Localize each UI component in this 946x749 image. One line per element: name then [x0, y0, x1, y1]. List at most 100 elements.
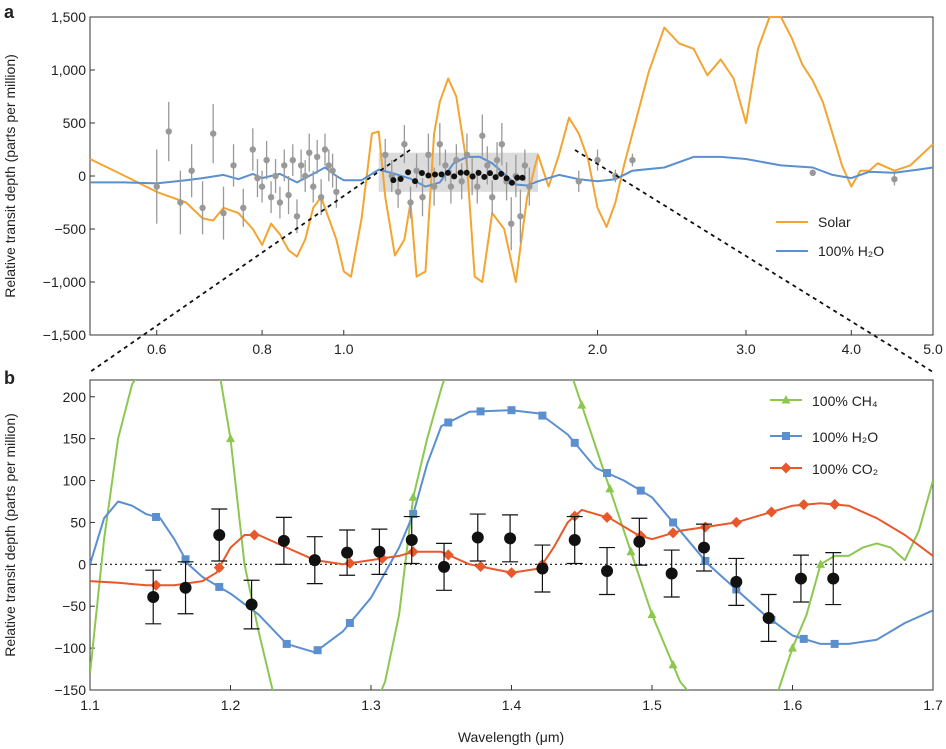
black-point — [487, 170, 494, 177]
b-ytick-label: 50 — [70, 514, 86, 530]
grey-point — [463, 151, 471, 158]
panel-label-b: b — [4, 368, 15, 388]
h2o-marker — [830, 639, 839, 648]
ch4-marker — [816, 559, 826, 568]
grey-point — [285, 191, 292, 199]
grey-point — [289, 156, 296, 164]
data-point — [308, 554, 321, 567]
a-ytick-label: 0 — [78, 168, 86, 184]
co2-marker — [730, 516, 742, 528]
data-point — [504, 532, 517, 545]
panel-b-points — [145, 508, 842, 643]
a-xtick-label: 1.0 — [334, 341, 354, 357]
co2-marker — [442, 549, 454, 561]
grey-point — [430, 183, 438, 190]
grey-point — [474, 183, 481, 190]
grey-point — [425, 151, 432, 158]
data-point — [341, 546, 354, 559]
black-point — [418, 170, 425, 177]
grey-point — [321, 146, 329, 153]
b-xtick-label: 1.2 — [221, 697, 241, 713]
panel-b-markers — [150, 400, 841, 669]
h2o-marker — [799, 634, 808, 643]
grey-point — [276, 199, 284, 206]
data-point — [730, 575, 743, 588]
data-point — [601, 565, 614, 578]
co2-marker — [248, 529, 260, 541]
data-point — [405, 534, 418, 547]
panel-label-a: a — [4, 2, 15, 22]
black-point — [432, 171, 439, 178]
co2-marker — [699, 521, 711, 533]
b-xtick-label: 1.3 — [361, 697, 381, 713]
data-point — [827, 572, 840, 585]
grey-point — [333, 188, 340, 196]
black-point — [463, 169, 470, 176]
h2o-marker — [345, 618, 354, 627]
panel-a-ylabel: Relative transit depth (parts per millio… — [2, 54, 18, 298]
grey-point — [419, 194, 426, 201]
h2o-marker — [409, 510, 418, 519]
grey-point — [809, 169, 816, 177]
a-ytick-label: 500 — [63, 115, 87, 131]
legend-a-solar-label: Solar — [818, 214, 851, 230]
black-point — [481, 173, 488, 180]
h2o-marker — [701, 556, 710, 565]
h2o-marker — [282, 639, 291, 648]
a-xtick-label: 0.6 — [147, 341, 167, 357]
co2-marker — [213, 562, 225, 574]
data-point — [697, 541, 710, 554]
black-point — [469, 173, 476, 180]
grey-point — [267, 194, 275, 201]
a-ytick-label: −500 — [54, 221, 86, 237]
grey-point — [306, 149, 313, 156]
h2o-marker — [603, 469, 612, 477]
b-ytick-label: 200 — [63, 389, 87, 405]
a-ytick-label: −1,500 — [43, 327, 86, 343]
grey-point — [254, 174, 261, 182]
black-point — [475, 169, 482, 176]
grey-point — [498, 141, 506, 148]
panel-b-yticks: −150 −100 −50 0 50 100 150 200 — [54, 389, 95, 698]
ch4-marker — [647, 609, 657, 619]
grey-point — [891, 175, 898, 183]
black-point — [492, 174, 499, 181]
black-point — [390, 177, 397, 184]
b-xtick-label: 1.7 — [923, 697, 943, 713]
grey-point — [526, 183, 533, 190]
legend-b-h2o-swatch-marker — [782, 432, 790, 440]
h2o-marker — [313, 646, 322, 655]
grey-point — [199, 204, 206, 211]
ch4-marker — [577, 400, 587, 409]
h2o-marker — [444, 418, 453, 427]
co2-marker — [475, 561, 487, 573]
data-point — [471, 531, 484, 544]
co2-marker — [667, 527, 679, 539]
legend-b-ch4-swatch-marker — [781, 395, 791, 404]
grey-point — [258, 183, 266, 190]
grey-point — [489, 194, 496, 201]
h2o-marker — [476, 407, 485, 416]
data-point — [762, 611, 775, 624]
co2-marker — [150, 579, 162, 591]
b-ytick-label: −100 — [54, 640, 86, 656]
grey-point — [484, 162, 491, 169]
grey-point — [263, 156, 270, 164]
a-xtick-label: 5.0 — [923, 341, 943, 357]
data-point — [665, 567, 678, 580]
black-point — [412, 178, 419, 185]
data-point — [277, 534, 290, 547]
data-point — [438, 560, 451, 573]
data-point — [147, 591, 160, 603]
data-point — [633, 535, 646, 548]
panel-a-legend: Solar 100% H₂O — [776, 214, 884, 259]
zoom-line-right — [574, 149, 934, 373]
series-line-triangle — [90, 380, 933, 690]
a-xtick-label: 0.8 — [252, 341, 272, 357]
grey-point — [165, 128, 172, 135]
grey-point — [407, 199, 414, 206]
grey-point — [575, 178, 582, 185]
h2o-marker — [181, 555, 190, 564]
grey-point — [293, 213, 301, 220]
b-xtick-label: 1.1 — [80, 697, 100, 713]
